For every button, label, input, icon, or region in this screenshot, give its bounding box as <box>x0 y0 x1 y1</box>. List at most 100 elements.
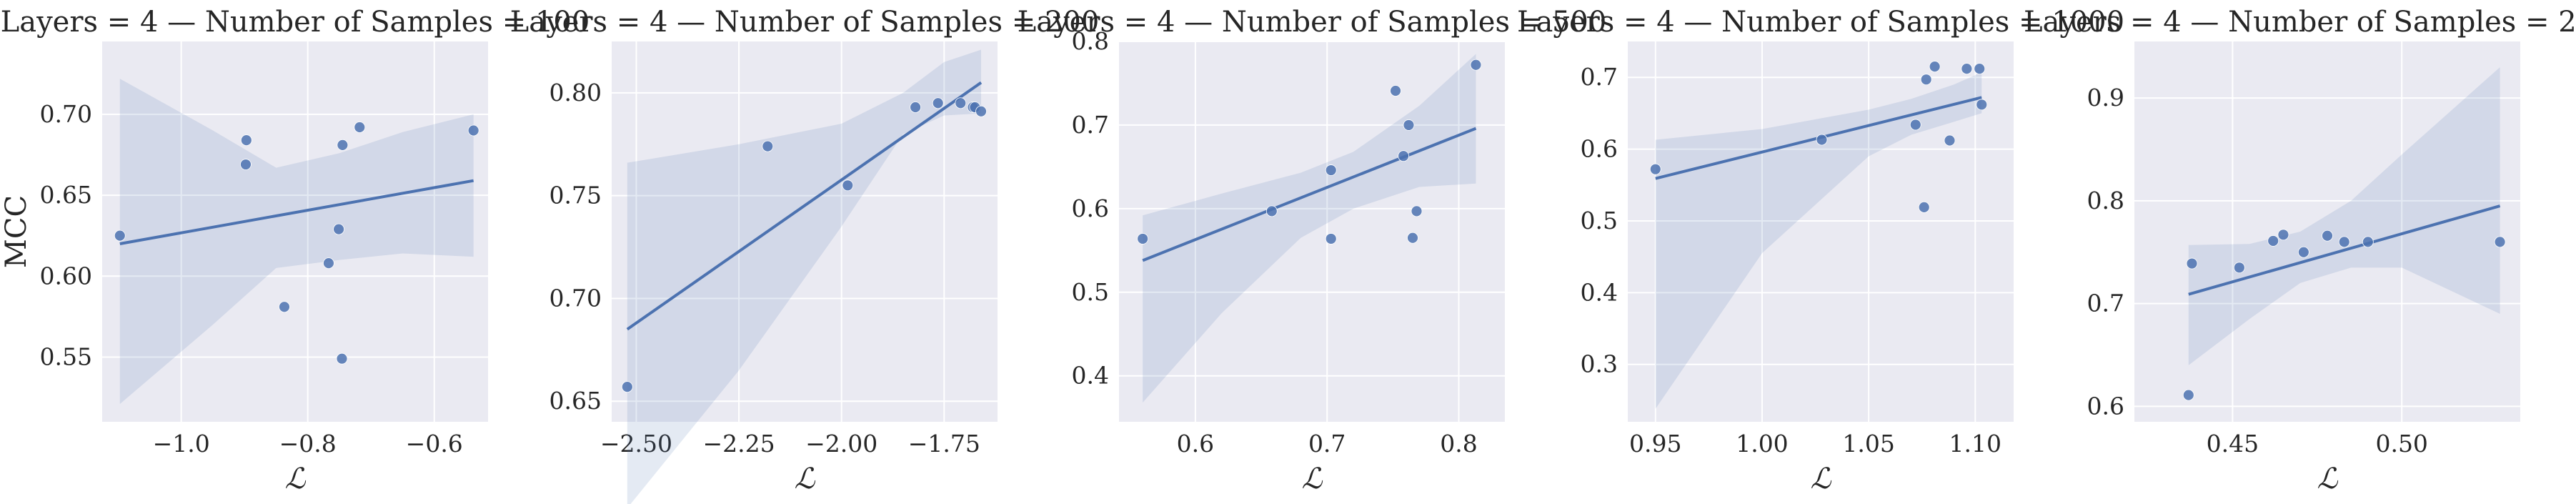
y-tick-label: 0.60 <box>40 262 92 290</box>
data-point <box>114 229 126 242</box>
x-tick-label: 0.95 <box>1629 430 1681 458</box>
data-point <box>1920 74 1932 86</box>
y-tick-label: 0.8 <box>2087 187 2124 214</box>
data-point <box>1403 119 1415 131</box>
data-point <box>910 102 922 113</box>
regression-line <box>2188 204 2501 296</box>
data-point <box>240 134 252 146</box>
x-tick-label: 1.05 <box>1842 430 1894 458</box>
confidence-band <box>1655 72 1982 409</box>
x-axis-label: ℒ <box>285 463 307 495</box>
chart-panel-1: 0.55 0.60 0.65 0.70 −1.0 −0.8 −0.6 Layers = 4 —… <box>0 6 590 495</box>
plot-area <box>102 41 488 422</box>
data-point <box>1944 134 1956 147</box>
data-point <box>1325 233 1337 244</box>
data-point <box>1909 119 1921 131</box>
y-tick-label: 0.3 <box>1581 350 1618 378</box>
y-tick-label: 0.4 <box>1581 278 1618 306</box>
x-tick-label: 0.6 <box>1177 430 1214 458</box>
y-tick-label: 0.80 <box>549 79 602 107</box>
y-tick-label: 0.8 <box>1072 27 1109 55</box>
x-tick-label: −2.50 <box>600 430 672 458</box>
data-point <box>2233 262 2245 274</box>
plot-area <box>1119 41 1505 422</box>
y-tick-label: 0.4 <box>1072 362 1109 390</box>
data-point <box>354 122 366 133</box>
y-tick-label: 0.5 <box>1072 278 1109 306</box>
data-point <box>240 159 252 170</box>
data-point <box>1816 134 1828 146</box>
data-point <box>2322 229 2333 242</box>
x-tick-label: 0.7 <box>1308 430 1346 458</box>
data-point <box>323 257 334 270</box>
data-point <box>467 124 479 137</box>
y-tick-label: 0.70 <box>40 100 92 128</box>
data-point <box>337 139 349 151</box>
data-point <box>2277 229 2289 241</box>
x-tick-label: −1.0 <box>153 430 210 458</box>
data-point <box>2338 236 2350 248</box>
x-tick-label: 1.00 <box>1736 430 1788 458</box>
y-tick-label: 0.65 <box>549 387 602 415</box>
chart-title: Layers = 4 — Number of Samples = 1000 <box>1517 6 2124 39</box>
y-tick-label: 0.9 <box>2087 84 2124 112</box>
x-tick-label: −1.75 <box>908 430 980 458</box>
y-tick-label: 0.6 <box>1072 194 1109 222</box>
x-tick-label: 0.8 <box>1440 430 1477 458</box>
data-point <box>1976 99 1988 111</box>
data-point <box>2297 246 2309 258</box>
x-axis-label: ℒ <box>1302 463 1323 495</box>
data-point <box>1961 63 1973 75</box>
y-tick-label: 0.7 <box>2087 290 2124 317</box>
chart-title: Layers = 4 — Number of Samples = 100 <box>1 6 590 39</box>
y-tick-label: 0.75 <box>549 182 602 209</box>
y-tick-label: 0.70 <box>549 284 602 312</box>
data-point <box>932 97 944 109</box>
y-tick-label: 0.5 <box>1581 207 1618 234</box>
x-tick-label: 0.45 <box>2207 430 2259 458</box>
confidence-band <box>1143 54 1476 403</box>
data-point <box>1265 205 1278 217</box>
chart-title: Layers = 4 — Number of Samples = 500 <box>1018 6 1607 39</box>
data-point <box>336 352 348 365</box>
data-point <box>1390 85 1401 97</box>
confidence-band <box>627 49 982 504</box>
y-tick-label: 0.65 <box>40 181 92 209</box>
data-point <box>1137 233 1149 244</box>
data-point <box>1411 205 1423 217</box>
data-point <box>1918 201 1930 213</box>
chart-panel-2: 0.65 0.70 0.75 0.80 −2.50 −2.25 −2.00 −1.75 Laye… <box>510 6 1100 504</box>
data-point <box>1407 232 1418 244</box>
data-point <box>1929 61 1941 73</box>
x-tick-label: −2.25 <box>703 430 775 458</box>
data-point <box>842 179 854 192</box>
data-point <box>975 105 987 117</box>
x-tick-label: 1.10 <box>1949 430 2001 458</box>
data-point <box>1470 59 1482 71</box>
x-tick-label: −2.00 <box>805 430 877 458</box>
regression-line <box>1142 127 1477 262</box>
chart-title: Layers = 4 — Number of Samples = 2000 <box>2024 6 2576 39</box>
data-point <box>2182 389 2194 401</box>
data-point <box>1325 164 1337 176</box>
data-point <box>1974 63 1986 75</box>
data-point <box>762 140 774 152</box>
data-point <box>621 381 633 393</box>
confidence-band <box>119 79 474 405</box>
data-point <box>2186 257 2198 270</box>
x-axis-label: ℒ <box>2317 463 2339 495</box>
chart-title: Layers = 4 — Number of Samples = 200 <box>510 6 1100 39</box>
data-point <box>2267 235 2279 247</box>
data-point <box>279 301 290 313</box>
data-point <box>333 223 344 235</box>
x-tick-label: 0.50 <box>2375 430 2427 458</box>
confidence-band <box>2188 66 2500 365</box>
data-point <box>1398 150 1409 162</box>
x-tick-label: −0.8 <box>279 430 337 458</box>
x-axis-label: ℒ <box>795 463 816 495</box>
y-tick-label: 0.55 <box>40 342 92 370</box>
regression-line <box>119 179 474 245</box>
x-axis-label: ℒ <box>1811 463 1832 495</box>
chart-panel-5: 0.6 0.7 0.8 0.9 0.45 0.50 Layers = 4 — Number … <box>2024 6 2576 495</box>
